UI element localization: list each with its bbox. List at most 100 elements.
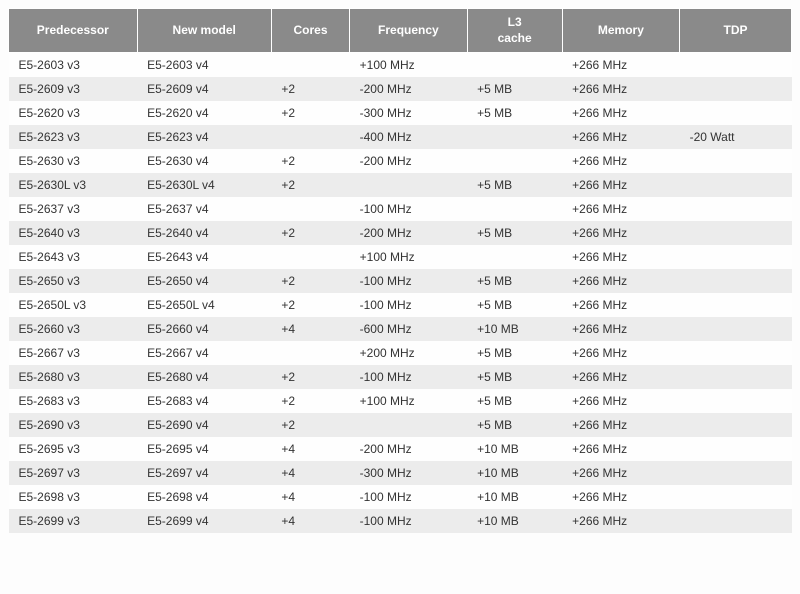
cell-l3_cache — [467, 197, 562, 221]
cell-tdp — [680, 149, 792, 173]
cell-tdp — [680, 317, 792, 341]
cell-cores: +2 — [271, 293, 349, 317]
cell-predecessor: E5-2630 v3 — [9, 149, 138, 173]
cell-cores: +4 — [271, 461, 349, 485]
cell-l3_cache: +10 MB — [467, 485, 562, 509]
cell-l3_cache — [467, 149, 562, 173]
cell-tdp — [680, 269, 792, 293]
cell-predecessor: E5-2650 v3 — [9, 269, 138, 293]
cell-predecessor: E5-2603 v3 — [9, 53, 138, 78]
cell-new_model: E5-2650 v4 — [137, 269, 271, 293]
cell-cores — [271, 245, 349, 269]
cell-new_model: E5-2623 v4 — [137, 125, 271, 149]
cell-predecessor: E5-2698 v3 — [9, 485, 138, 509]
cell-new_model: E5-2640 v4 — [137, 221, 271, 245]
cell-l3_cache: +5 MB — [467, 221, 562, 245]
cell-l3_cache: +5 MB — [467, 77, 562, 101]
cell-predecessor: E5-2683 v3 — [9, 389, 138, 413]
table-row: E5-2637 v3E5-2637 v4-100 MHz+266 MHz — [9, 197, 792, 221]
cell-frequency: +100 MHz — [350, 53, 467, 78]
header-row: PredecessorNew modelCoresFrequencyL3cach… — [9, 9, 792, 53]
cell-new_model: E5-2620 v4 — [137, 101, 271, 125]
table-row: E5-2623 v3E5-2623 v4-400 MHz+266 MHz-20 … — [9, 125, 792, 149]
cell-cores: +4 — [271, 437, 349, 461]
cell-tdp — [680, 341, 792, 365]
cell-l3_cache — [467, 245, 562, 269]
table-row: E5-2603 v3E5-2603 v4+100 MHz+266 MHz — [9, 53, 792, 78]
cell-predecessor: E5-2637 v3 — [9, 197, 138, 221]
cell-cores — [271, 341, 349, 365]
cell-frequency: -300 MHz — [350, 461, 467, 485]
cell-cores: +4 — [271, 485, 349, 509]
cell-cores: +2 — [271, 221, 349, 245]
cell-predecessor: E5-2680 v3 — [9, 365, 138, 389]
cell-new_model: E5-2650L v4 — [137, 293, 271, 317]
cell-tdp: -20 Watt — [680, 125, 792, 149]
cell-memory: +266 MHz — [562, 149, 679, 173]
cell-cores: +2 — [271, 365, 349, 389]
col-header-cores: Cores — [271, 9, 349, 53]
cell-frequency: -200 MHz — [350, 149, 467, 173]
cell-predecessor: E5-2690 v3 — [9, 413, 138, 437]
cell-new_model: E5-2690 v4 — [137, 413, 271, 437]
cell-new_model: E5-2683 v4 — [137, 389, 271, 413]
table-row: E5-2609 v3E5-2609 v4+2-200 MHz+5 MB+266 … — [9, 77, 792, 101]
cell-tdp — [680, 197, 792, 221]
cell-memory: +266 MHz — [562, 245, 679, 269]
table-row: E5-2620 v3E5-2620 v4+2-300 MHz+5 MB+266 … — [9, 101, 792, 125]
table-row: E5-2695 v3E5-2695 v4+4-200 MHz+10 MB+266… — [9, 437, 792, 461]
cell-frequency: -100 MHz — [350, 197, 467, 221]
cell-memory: +266 MHz — [562, 317, 679, 341]
cell-cores — [271, 197, 349, 221]
cell-predecessor: E5-2697 v3 — [9, 461, 138, 485]
cell-memory: +266 MHz — [562, 77, 679, 101]
cell-tdp — [680, 509, 792, 533]
cell-frequency: -200 MHz — [350, 77, 467, 101]
cell-new_model: E5-2630L v4 — [137, 173, 271, 197]
table-row: E5-2650L v3E5-2650L v4+2-100 MHz+5 MB+26… — [9, 293, 792, 317]
cell-predecessor: E5-2640 v3 — [9, 221, 138, 245]
cell-memory: +266 MHz — [562, 293, 679, 317]
cell-l3_cache: +10 MB — [467, 317, 562, 341]
cell-new_model: E5-2630 v4 — [137, 149, 271, 173]
cell-predecessor: E5-2623 v3 — [9, 125, 138, 149]
cell-new_model: E5-2660 v4 — [137, 317, 271, 341]
table-row: E5-2698 v3E5-2698 v4+4-100 MHz+10 MB+266… — [9, 485, 792, 509]
cell-memory: +266 MHz — [562, 365, 679, 389]
cell-tdp — [680, 485, 792, 509]
cell-new_model: E5-2667 v4 — [137, 341, 271, 365]
cell-tdp — [680, 389, 792, 413]
col-header-memory: Memory — [562, 9, 679, 53]
table-row: E5-2697 v3E5-2697 v4+4-300 MHz+10 MB+266… — [9, 461, 792, 485]
cell-cores: +2 — [271, 77, 349, 101]
table-row: E5-2630L v3E5-2630L v4+2+5 MB+266 MHz — [9, 173, 792, 197]
cpu-comparison-table: PredecessorNew modelCoresFrequencyL3cach… — [8, 8, 792, 533]
cell-frequency: -600 MHz — [350, 317, 467, 341]
cell-tdp — [680, 365, 792, 389]
table-row: E5-2643 v3E5-2643 v4+100 MHz+266 MHz — [9, 245, 792, 269]
cell-frequency — [350, 173, 467, 197]
table-row: E5-2699 v3E5-2699 v4+4-100 MHz+10 MB+266… — [9, 509, 792, 533]
cell-cores: +2 — [271, 149, 349, 173]
cell-l3_cache: +5 MB — [467, 341, 562, 365]
cell-cores: +2 — [271, 389, 349, 413]
table-body: E5-2603 v3E5-2603 v4+100 MHz+266 MHzE5-2… — [9, 53, 792, 534]
cell-predecessor: E5-2620 v3 — [9, 101, 138, 125]
cell-new_model: E5-2637 v4 — [137, 197, 271, 221]
cell-predecessor: E5-2699 v3 — [9, 509, 138, 533]
cell-memory: +266 MHz — [562, 125, 679, 149]
cell-new_model: E5-2603 v4 — [137, 53, 271, 78]
table-row: E5-2640 v3E5-2640 v4+2-200 MHz+5 MB+266 … — [9, 221, 792, 245]
cell-tdp — [680, 173, 792, 197]
col-header-tdp: TDP — [680, 9, 792, 53]
cell-cores: +2 — [271, 413, 349, 437]
table-head: PredecessorNew modelCoresFrequencyL3cach… — [9, 9, 792, 53]
col-header-new_model: New model — [137, 9, 271, 53]
cell-memory: +266 MHz — [562, 509, 679, 533]
cell-predecessor: E5-2650L v3 — [9, 293, 138, 317]
cell-cores: +2 — [271, 269, 349, 293]
cell-tdp — [680, 77, 792, 101]
table-row: E5-2680 v3E5-2680 v4+2-100 MHz+5 MB+266 … — [9, 365, 792, 389]
cell-tdp — [680, 245, 792, 269]
cell-frequency: -200 MHz — [350, 437, 467, 461]
